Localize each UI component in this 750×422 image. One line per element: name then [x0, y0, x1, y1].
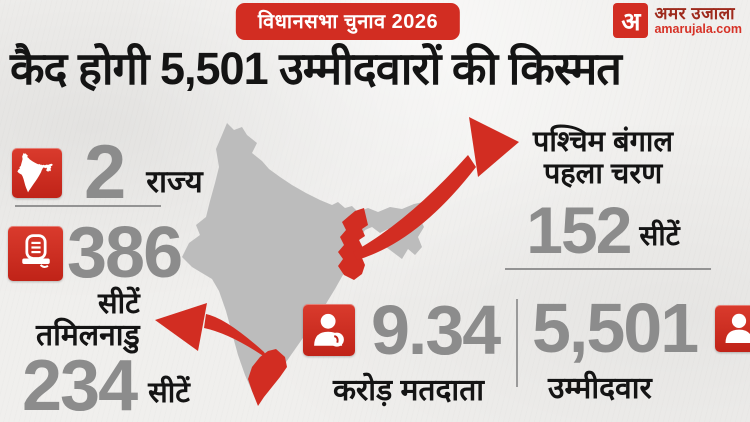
stat-voters: 9.34 करोड़ मतदाता	[303, 291, 501, 409]
voter-icon	[303, 304, 355, 357]
voters-label: करोड़ मतदाता	[333, 373, 485, 407]
headline: कैद होगी 5,501 उम्मीदवारों की किस्मत	[10, 43, 622, 94]
states-value: 2	[84, 130, 126, 215]
tamil-nadu-value: 234	[22, 346, 138, 422]
left-divider	[15, 205, 161, 207]
stat-candidates: 5,501 उम्मीदवार	[532, 289, 750, 407]
candidates-label: उम्मीदवार	[548, 371, 652, 405]
tamil-nadu-label: सीटें	[148, 377, 190, 410]
candidate-icon	[715, 304, 750, 352]
stat-states: 2 राज्य	[12, 130, 203, 215]
india-map-icon	[12, 148, 62, 199]
logo-mark-icon: अ	[613, 3, 649, 38]
tamil-nadu-region	[248, 349, 287, 406]
west-bengal-name: पश्चिम बंगाल	[532, 126, 674, 158]
amar-ujala-logo: अ अमर उजाला amarujala.com	[613, 3, 742, 38]
evm-icon	[8, 225, 63, 281]
west-bengal-value: 152	[526, 192, 632, 267]
logo-text: अमर उजाला amarujala.com	[654, 3, 742, 36]
stat-tamil-nadu: तमिलनाडु 234 सीटें	[22, 313, 190, 422]
states-label: राज्य	[146, 164, 203, 200]
vertical-divider	[516, 299, 518, 387]
logo-name: अमर उजाला	[654, 4, 736, 23]
event-banner: विधानसभा चुनाव 2026	[235, 3, 461, 40]
voters-value: 9.34	[371, 291, 501, 369]
tamil-nadu-name: तमिलनाडु	[36, 319, 140, 352]
logo-site: amarujala.com	[654, 21, 742, 36]
west-bengal-phase: पहला चरण	[543, 157, 663, 190]
stat-total-seats: 386 सीटें	[8, 213, 183, 322]
total-seats-label: सीटें	[98, 288, 140, 321]
stat-west-bengal: पश्चिम बंगाल पहला चरण 152 सीटें	[524, 126, 682, 267]
candidates-value: 5,501	[532, 289, 699, 367]
west-bengal-label: सीटें	[639, 220, 680, 252]
total-seats-value: 386	[67, 213, 183, 293]
right-divider	[505, 268, 711, 270]
